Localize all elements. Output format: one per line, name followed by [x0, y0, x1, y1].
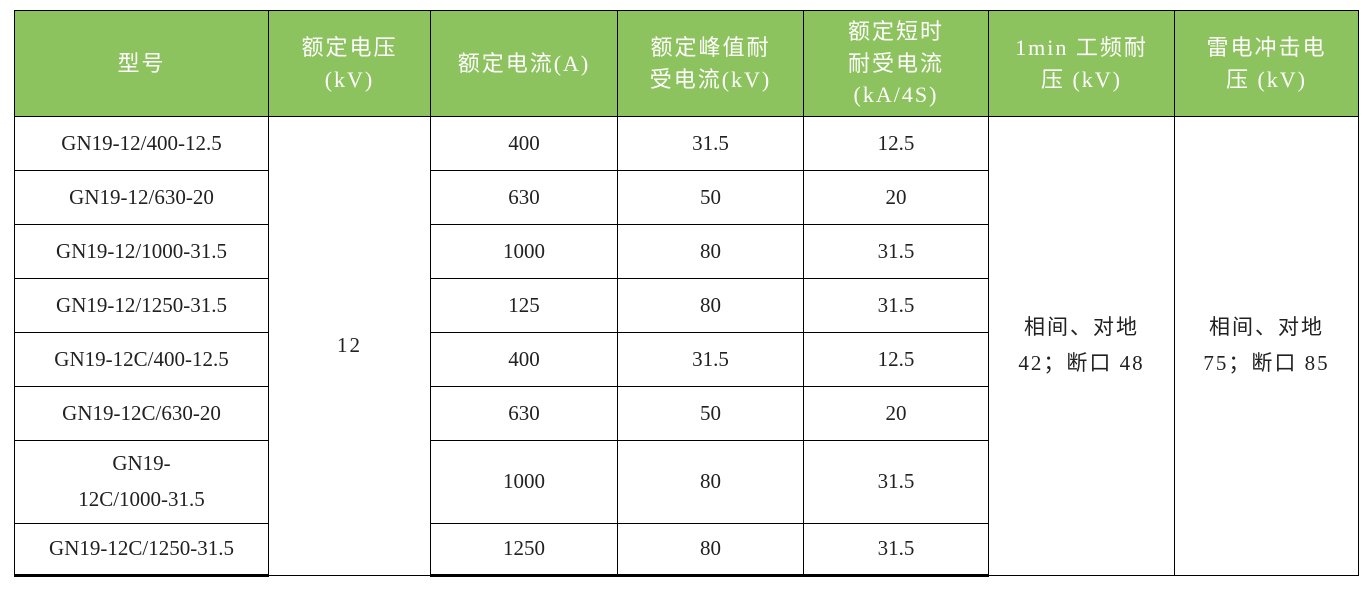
peak-withstand-cell: 80	[617, 523, 804, 577]
rated-voltage-merged-cell: 12	[268, 116, 431, 576]
column-header-rated-voltage: 额定电压 (kV)	[268, 10, 431, 117]
short-time-current-cell: 31.5	[803, 523, 989, 577]
peak-withstand-cell: 50	[617, 386, 804, 441]
rated-current-cell: 630	[430, 170, 618, 225]
short-time-current-cell: 12.5	[803, 116, 989, 171]
spec-table: 型号 额定电压 (kV) 额定电流(A) 额定峰值耐 受电流(kV) 额定短时 …	[14, 10, 1359, 577]
model-cell: GN19- 12C/1000-31.5	[14, 440, 269, 524]
table-row: GN19-12/400-12.5 12 400 31.5 12.5 相间、对地 …	[14, 116, 1359, 576]
column-header-lightning-impulse: 雷电冲击电 压 (kV)	[1174, 10, 1359, 117]
power-frequency-merged-cell: 相间、对地 42；断口 48	[988, 116, 1175, 576]
short-time-current-cell: 31.5	[803, 278, 989, 333]
peak-withstand-cell: 31.5	[617, 332, 804, 387]
column-header-peak-withstand-current: 额定峰值耐 受电流(kV)	[617, 10, 804, 117]
rated-current-cell: 630	[430, 386, 618, 441]
peak-withstand-cell: 80	[617, 224, 804, 279]
rated-current-cell: 1250	[430, 523, 618, 577]
short-time-current-cell: 20	[803, 386, 989, 441]
rated-current-cell: 400	[430, 332, 618, 387]
short-time-current-cell: 31.5	[803, 224, 989, 279]
peak-withstand-cell: 80	[617, 440, 804, 524]
header-row: 型号 额定电压 (kV) 额定电流(A) 额定峰值耐 受电流(kV) 额定短时 …	[14, 10, 1359, 117]
rated-current-cell: 400	[430, 116, 618, 171]
peak-withstand-cell: 80	[617, 278, 804, 333]
model-cell: GN19-12/630-20	[14, 170, 269, 225]
lightning-impulse-merged-cell: 相间、对地 75；断口 85	[1174, 116, 1359, 576]
short-time-current-cell: 12.5	[803, 332, 989, 387]
column-header-model: 型号	[14, 10, 269, 117]
column-header-rated-current: 额定电流(A)	[430, 10, 618, 117]
model-cell: GN19-12C/400-12.5	[14, 332, 269, 387]
model-cell: GN19-12/1250-31.5	[14, 278, 269, 333]
peak-withstand-cell: 31.5	[617, 116, 804, 171]
column-header-power-frequency-withstand: 1min 工频耐 压 (kV)	[988, 10, 1175, 117]
table-row: GN19-12/1250-31.5 125 80 31.5	[14, 278, 1359, 333]
short-time-current-cell: 31.5	[803, 440, 989, 524]
model-cell: GN19-12/400-12.5	[14, 116, 269, 171]
table-row: GN19-12/630-20 630 50 20	[14, 170, 1359, 225]
short-time-current-cell: 20	[803, 170, 989, 225]
rated-current-cell: 1000	[430, 224, 618, 279]
rated-current-cell: 125	[430, 278, 618, 333]
model-cell: GN19-12/1000-31.5	[14, 224, 269, 279]
peak-withstand-cell: 50	[617, 170, 804, 225]
model-cell: GN19-12C/630-20	[14, 386, 269, 441]
column-header-short-time-current: 额定短时 耐受电流 (kA/4S)	[803, 10, 989, 117]
table-row: GN19-12/1000-31.5 1000 80 31.5	[14, 224, 1359, 279]
rated-current-cell: 1000	[430, 440, 618, 524]
table-row: GN19-12C/1250-31.5 1250 80 31.5	[14, 523, 1359, 577]
model-cell: GN19-12C/1250-31.5	[14, 523, 269, 577]
table-row: GN19- 12C/1000-31.5 1000 80 31.5	[14, 440, 1359, 524]
table-row: GN19-12C/630-20 630 50 20	[14, 386, 1359, 441]
